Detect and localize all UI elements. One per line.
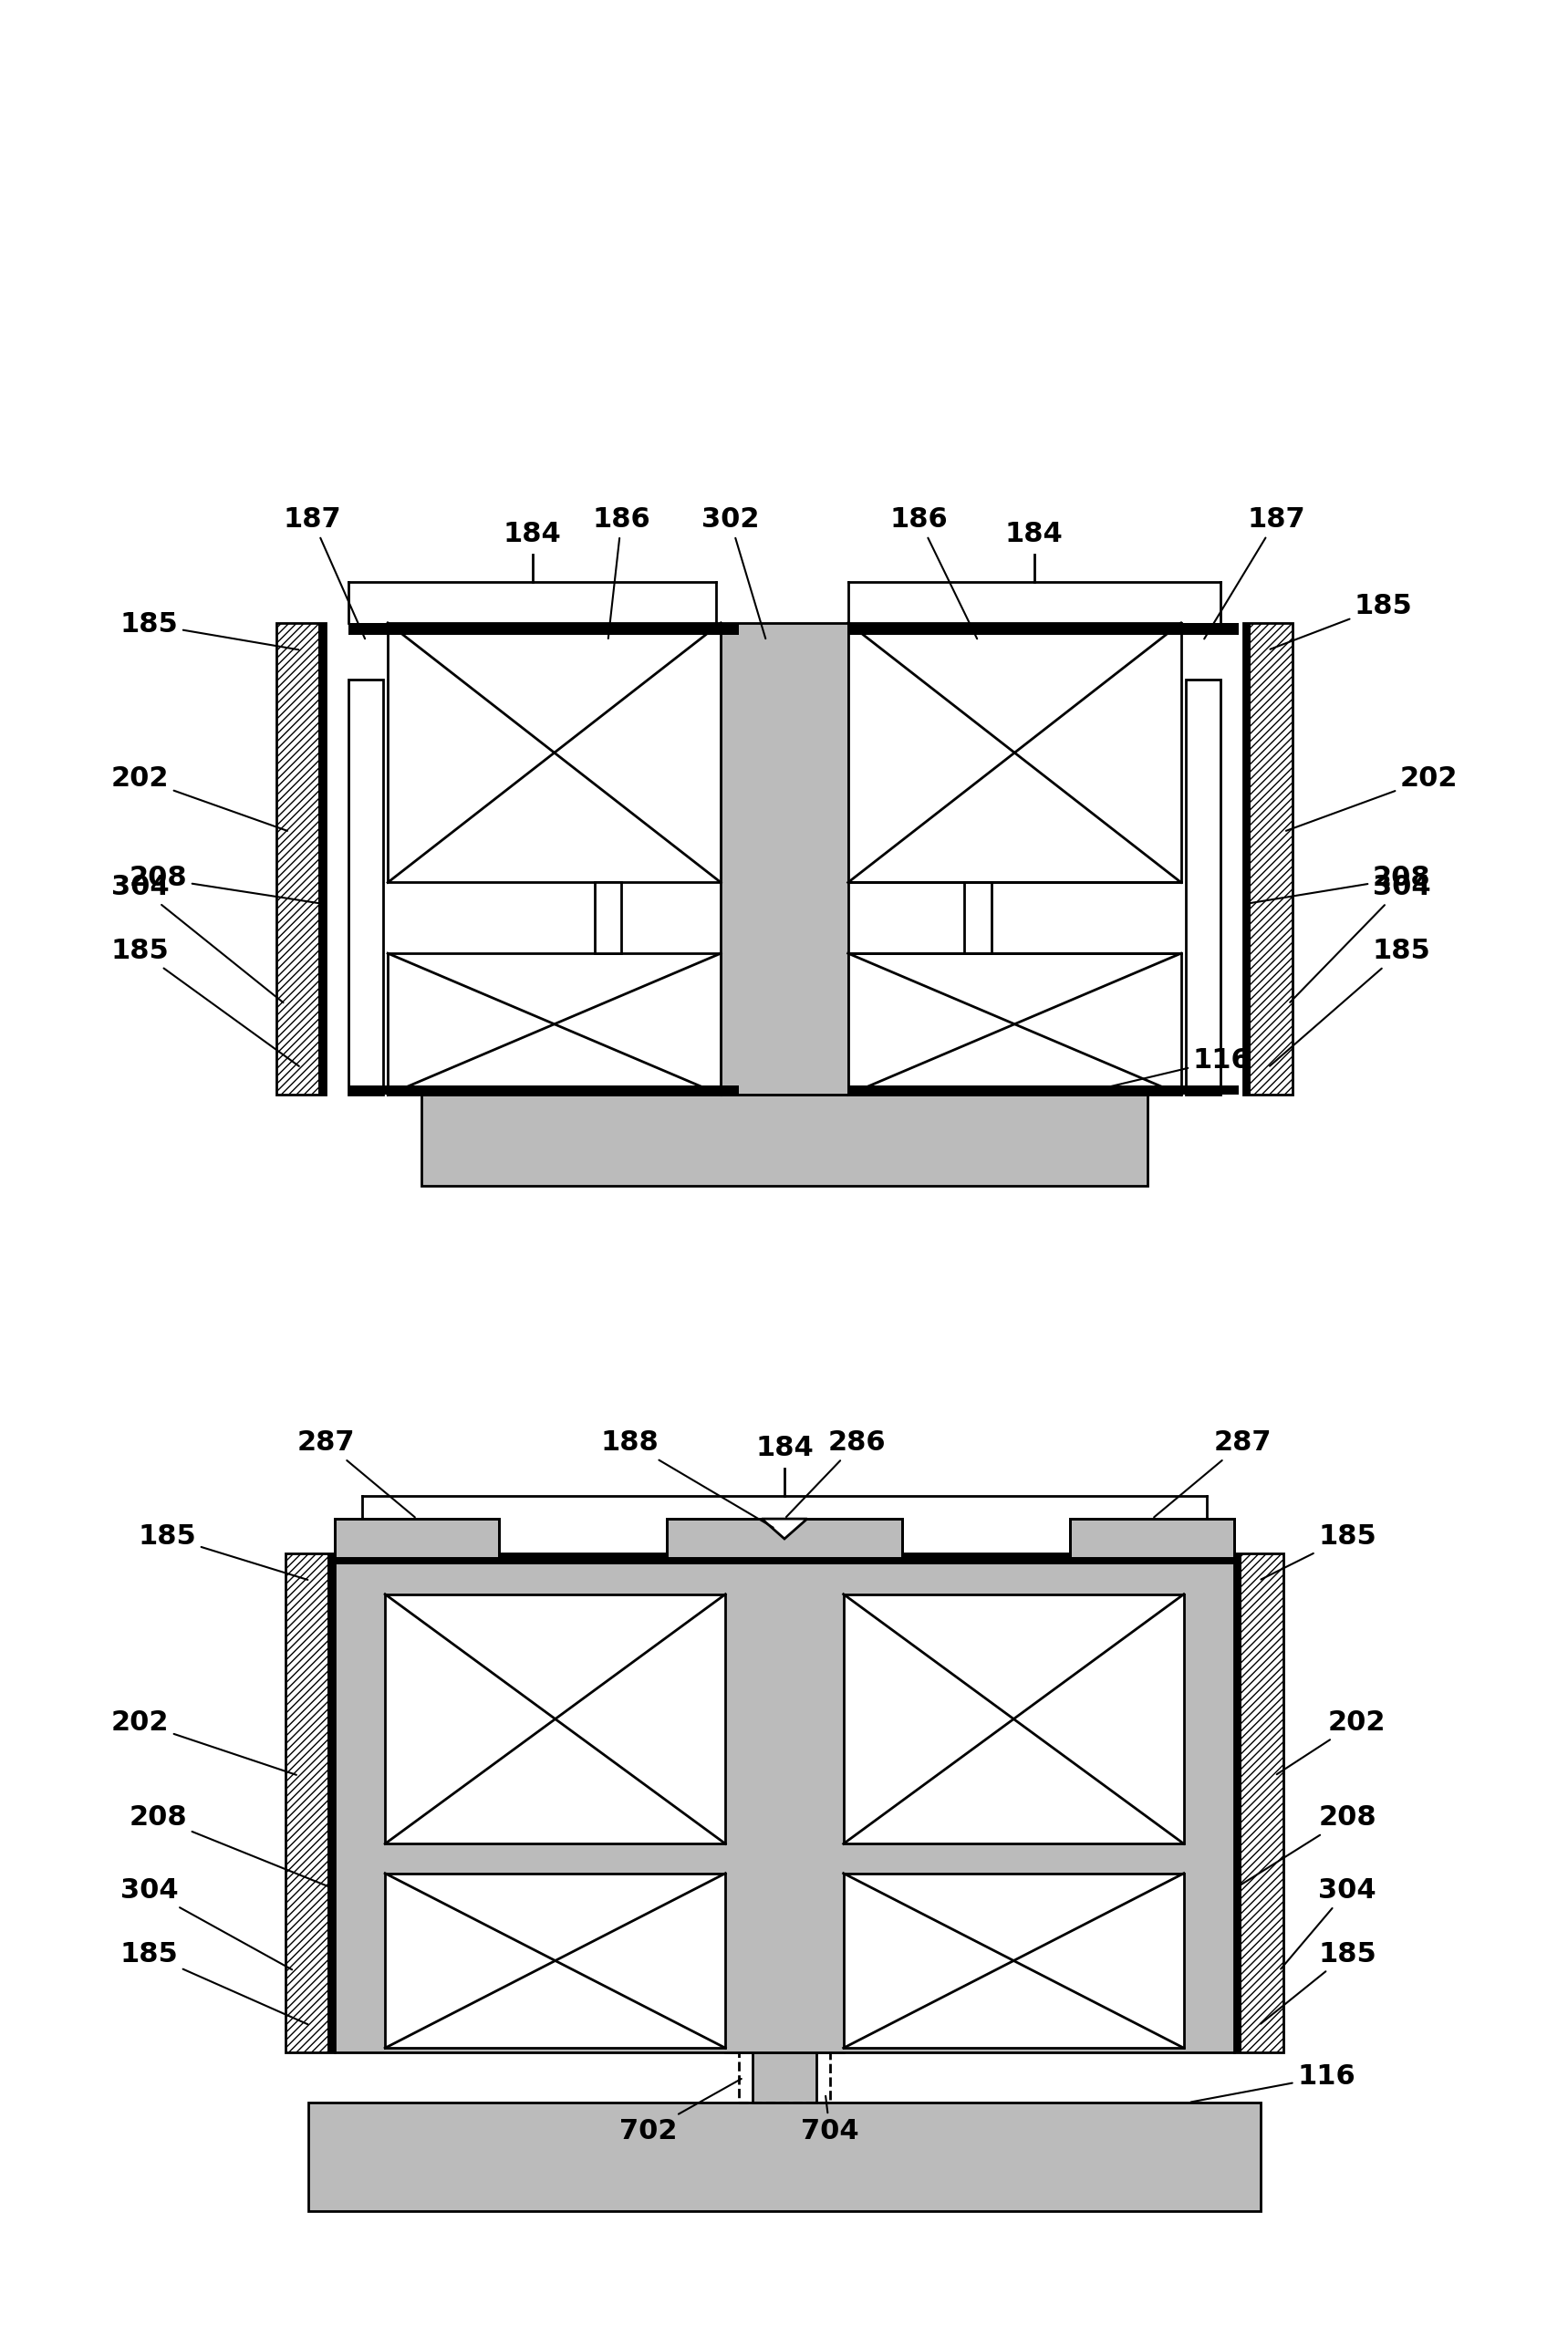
- Bar: [336, 1519, 499, 1558]
- Bar: [848, 1086, 1239, 1096]
- Text: 184: 184: [1005, 521, 1063, 547]
- Text: 208: 208: [1245, 865, 1430, 905]
- Bar: [1243, 623, 1292, 1096]
- Text: 208: 208: [1236, 1805, 1377, 1889]
- Text: 304: 304: [111, 875, 284, 1003]
- Text: 187: 187: [284, 507, 365, 640]
- Text: 208: 208: [129, 865, 323, 905]
- Bar: [1234, 1554, 1240, 2052]
- Bar: [666, 1519, 903, 1558]
- Text: 116: 116: [1190, 2063, 1355, 2103]
- Text: 185: 185: [138, 1524, 307, 1579]
- Text: 185: 185: [121, 1940, 307, 2024]
- Text: 184: 184: [756, 1435, 814, 1461]
- Bar: [721, 623, 848, 1096]
- Bar: [1071, 1519, 1234, 1558]
- Text: 184: 184: [503, 521, 561, 547]
- Bar: [1185, 679, 1220, 1096]
- Bar: [336, 1519, 499, 1558]
- Text: 188: 188: [601, 1430, 773, 1528]
- Bar: [387, 623, 721, 882]
- Text: 304: 304: [1290, 875, 1430, 1003]
- Bar: [386, 1872, 726, 2047]
- Text: 304: 304: [121, 1877, 292, 1970]
- Bar: [848, 623, 1239, 635]
- Text: 186: 186: [891, 507, 977, 640]
- Text: 202: 202: [1276, 1710, 1385, 1775]
- Bar: [336, 1554, 1234, 2052]
- Bar: [666, 1519, 903, 1558]
- Text: 304: 304: [1281, 1877, 1377, 1968]
- Bar: [844, 1593, 1184, 1845]
- Bar: [422, 1096, 1148, 1186]
- Bar: [276, 623, 326, 1096]
- Text: 116: 116: [1077, 1047, 1251, 1093]
- Text: 185: 185: [121, 612, 298, 649]
- Bar: [844, 1872, 1184, 2047]
- Text: 185: 185: [111, 937, 299, 1065]
- Bar: [336, 1554, 1234, 1563]
- Bar: [386, 1593, 726, 1845]
- Bar: [348, 623, 739, 635]
- Bar: [328, 1554, 336, 2052]
- Text: 186: 186: [593, 507, 651, 640]
- Bar: [1243, 623, 1250, 1096]
- Bar: [964, 882, 993, 954]
- Bar: [318, 623, 326, 1096]
- Bar: [307, 2103, 1261, 2212]
- Text: 202: 202: [111, 1710, 296, 1775]
- Text: 286: 286: [786, 1430, 886, 1517]
- Bar: [848, 954, 1181, 1096]
- Bar: [348, 1086, 739, 1096]
- Bar: [739, 2052, 829, 2103]
- Text: 202: 202: [1286, 765, 1458, 830]
- Text: 202: 202: [111, 765, 287, 830]
- Bar: [387, 954, 721, 1096]
- Bar: [1071, 1519, 1234, 1558]
- Bar: [594, 882, 621, 954]
- Text: 185: 185: [1270, 937, 1430, 1065]
- Polygon shape: [762, 1519, 808, 1540]
- Text: 185: 185: [1270, 593, 1413, 649]
- Text: 287: 287: [1154, 1430, 1272, 1517]
- Text: 702: 702: [619, 2079, 742, 2145]
- Bar: [848, 623, 1181, 882]
- Bar: [726, 1554, 844, 2052]
- Text: 185: 185: [1261, 1940, 1377, 2024]
- Bar: [285, 1554, 336, 2052]
- Bar: [1234, 1554, 1284, 2052]
- Text: 185: 185: [1261, 1524, 1377, 1579]
- Bar: [348, 679, 383, 1096]
- Text: 208: 208: [129, 1805, 332, 1889]
- Text: 704: 704: [801, 2096, 859, 2145]
- Text: 287: 287: [296, 1430, 416, 1517]
- Bar: [753, 2052, 817, 2103]
- Text: 187: 187: [1204, 507, 1306, 640]
- Text: 302: 302: [701, 507, 765, 640]
